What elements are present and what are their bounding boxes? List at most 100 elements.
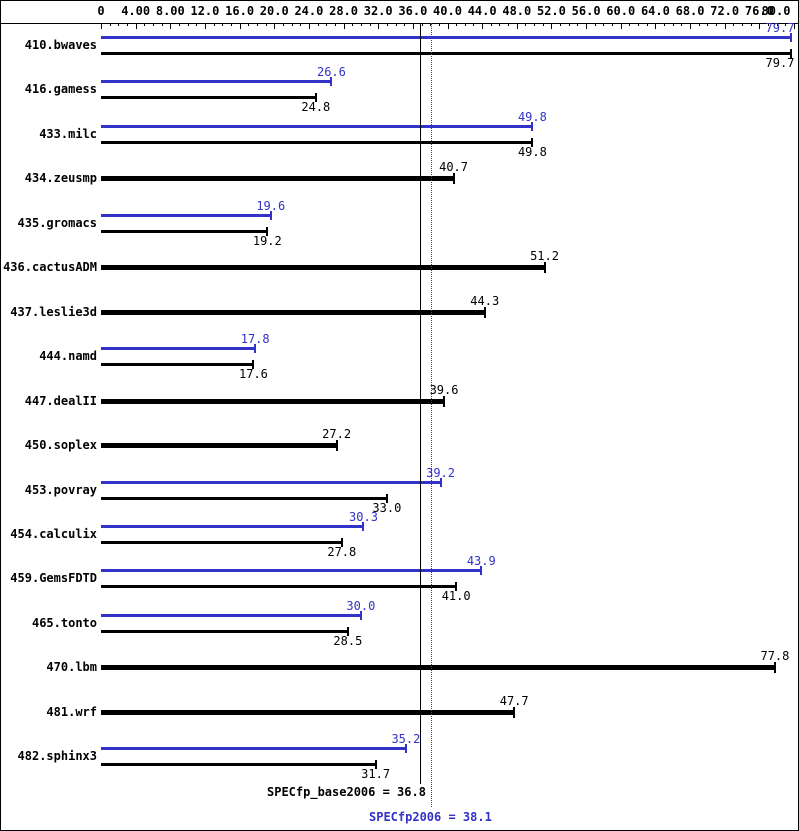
axis-tick-label: 8.00 <box>155 4 185 18</box>
axis-minor-tick <box>473 24 475 26</box>
axis-minor-tick <box>629 24 631 26</box>
axis-tick-label: 72.0 <box>710 4 740 18</box>
base-value-label: 44.3 <box>470 294 500 308</box>
benchmark-label: 481.wrf <box>46 705 97 719</box>
base-value-label: 77.8 <box>760 649 790 663</box>
axis-minor-tick <box>334 24 336 26</box>
benchmark-label: 454.calculix <box>10 527 97 541</box>
base-bar <box>101 442 337 448</box>
peak-value-label: 30.0 <box>346 599 376 613</box>
base-bar <box>101 762 376 766</box>
benchmark-label: 453.povray <box>24 483 97 497</box>
axis-minor-tick <box>126 24 128 26</box>
axis-tick-label: 16.0 <box>225 4 255 18</box>
axis-minor-tick <box>196 24 198 26</box>
base-mean-line <box>420 23 421 784</box>
axis-minor-tick <box>464 24 466 26</box>
base-bar <box>101 175 454 181</box>
peak-bar-end-cap <box>254 343 257 353</box>
peak-value-label: 43.9 <box>466 554 496 568</box>
benchmark-label: 465.tonto <box>31 616 97 630</box>
axis-minor-tick <box>282 24 284 26</box>
axis-major-tick <box>308 24 310 29</box>
axis-minor-tick <box>750 24 752 26</box>
benchmark-label: 447.dealII <box>24 394 97 408</box>
peak-bar <box>101 35 792 39</box>
peak-value-label: 26.6 <box>316 65 346 79</box>
axis-tick-label: 64.0 <box>640 4 670 18</box>
axis-major-tick <box>516 24 518 29</box>
benchmark-label: 450.soplex <box>24 438 97 452</box>
axis-minor-tick <box>707 24 709 26</box>
peak-bar <box>101 568 482 572</box>
axis-minor-tick <box>534 24 536 26</box>
base-bar <box>101 664 775 670</box>
base-value-label: 79.7 <box>765 56 795 70</box>
axis-minor-tick <box>395 24 397 26</box>
axis-minor-tick <box>118 24 120 26</box>
axis-minor-tick <box>222 24 224 26</box>
base-value-label: 19.2 <box>252 234 282 248</box>
axis-tick-label: 24.0 <box>294 4 324 18</box>
base-bar <box>101 709 515 715</box>
base-bar <box>101 140 533 144</box>
axis-minor-tick <box>508 24 510 26</box>
peak-value-label: 79.7 <box>765 21 795 35</box>
peak-mean-label: SPECfp2006 = 38.1 <box>369 810 492 824</box>
base-bar-end-cap <box>455 581 458 591</box>
base-bar <box>101 398 445 404</box>
axis-major-tick <box>759 24 761 29</box>
base-value-label: 40.7 <box>439 160 469 174</box>
axis-minor-tick <box>594 24 596 26</box>
base-bar <box>101 584 457 588</box>
axis-minor-tick <box>248 24 250 26</box>
peak-bar-end-cap <box>480 565 483 575</box>
base-value-label: 24.8 <box>301 100 331 114</box>
benchmark-label: 437.leslie3d <box>10 305 97 319</box>
base-value-label: 49.8 <box>517 145 547 159</box>
peak-value-label: 35.2 <box>391 732 421 746</box>
base-value-label: 17.6 <box>239 367 268 381</box>
base-bar-end-cap <box>335 439 338 451</box>
base-bar <box>101 540 342 544</box>
axis-minor-tick <box>144 24 146 26</box>
base-value-label: 47.7 <box>499 694 529 708</box>
axis-tick-label: 56.0 <box>571 4 601 18</box>
axis-minor-tick <box>612 24 614 26</box>
base-bar-end-cap <box>346 626 349 636</box>
benchmark-label: 459.GemsFDTD <box>10 571 97 585</box>
axis-major-tick <box>204 24 206 29</box>
axis-major-tick <box>170 24 172 29</box>
peak-bar-end-cap <box>790 32 793 42</box>
peak-bar <box>101 213 271 217</box>
peak-bar <box>101 480 441 484</box>
axis-minor-tick <box>352 24 354 26</box>
axis-minor-tick <box>430 24 432 26</box>
axis-minor-tick <box>360 24 362 26</box>
axis-minor-tick <box>369 24 371 26</box>
base-bar-end-cap <box>252 359 255 369</box>
axis-minor-tick <box>785 24 787 26</box>
peak-bar-end-cap <box>362 521 365 531</box>
benchmark-label: 410.bwaves <box>24 38 97 52</box>
peak-bar <box>101 346 256 350</box>
axis-minor-tick <box>161 24 163 26</box>
base-bar-end-cap <box>266 226 269 236</box>
axis-major-tick <box>101 24 102 29</box>
base-bar-end-cap <box>452 172 455 184</box>
axis-major-tick <box>551 24 553 29</box>
base-bar-end-cap <box>773 661 776 673</box>
benchmark-label: 433.milc <box>39 127 97 141</box>
axis-major-tick <box>378 24 380 29</box>
axis-tick-label: 44.0 <box>467 4 497 18</box>
peak-bar <box>101 746 406 750</box>
axis-minor-tick <box>230 24 232 26</box>
benchmark-label: 435.gromacs <box>17 216 97 230</box>
axis-minor-tick <box>698 24 700 26</box>
axis-tick-label: 80.0 <box>761 4 791 18</box>
axis-minor-tick <box>560 24 562 26</box>
axis-major-tick <box>274 24 276 29</box>
peak-bar <box>101 613 361 617</box>
base-bar <box>101 95 316 99</box>
